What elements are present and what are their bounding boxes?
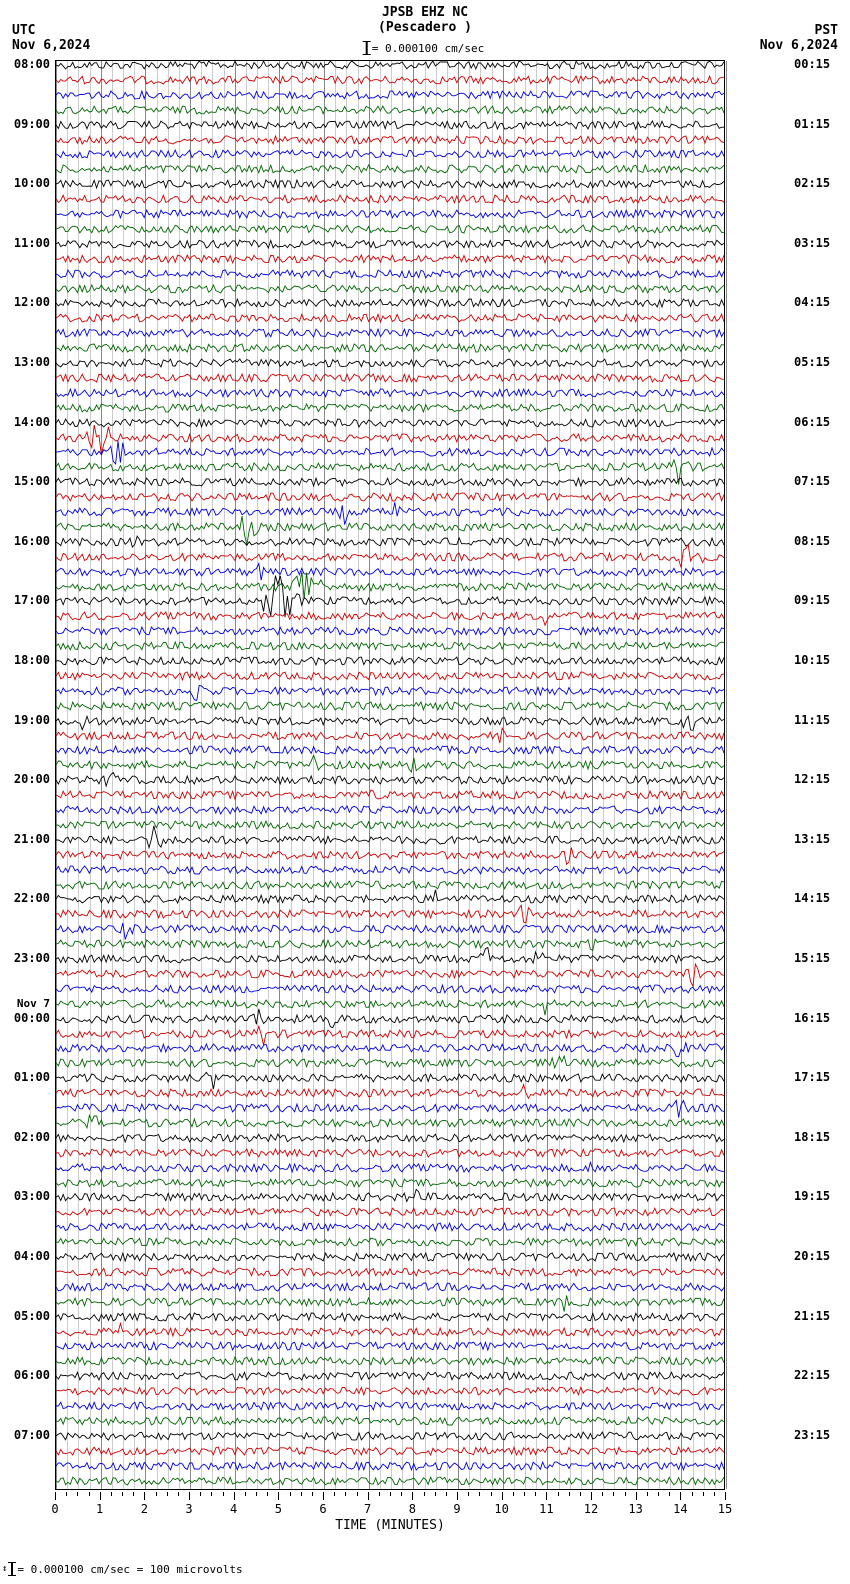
pst-hour-label: 12:15	[794, 772, 830, 786]
pst-hour-label: 14:15	[794, 891, 830, 905]
utc-hour-label: 01:00	[14, 1070, 50, 1084]
pst-hour-label: 23:15	[794, 1428, 830, 1442]
pst-hour-label: 09:15	[794, 593, 830, 607]
x-tick-label: 0	[51, 1502, 58, 1516]
utc-hour-label: 00:00	[14, 1011, 50, 1025]
pst-hour-label: 13:15	[794, 832, 830, 846]
pst-hour-label: 03:15	[794, 236, 830, 250]
footer-text: = 0.000100 cm/sec = 100 microvolts	[17, 1563, 242, 1576]
x-tick-label: 14	[673, 1502, 687, 1516]
utc-hour-label: 11:00	[14, 236, 50, 250]
x-tick-label: 6	[319, 1502, 326, 1516]
x-tick-label: 4	[230, 1502, 237, 1516]
footer-scale: ↕ = 0.000100 cm/sec = 100 microvolts	[2, 1562, 243, 1576]
pst-hour-label: 19:15	[794, 1189, 830, 1203]
utc-hour-label: 14:00	[14, 415, 50, 429]
helicorder-chart	[55, 60, 725, 1490]
utc-hour-label: 21:00	[14, 832, 50, 846]
pst-hour-label: 02:15	[794, 176, 830, 190]
utc-hour-label: 06:00	[14, 1368, 50, 1382]
utc-hour-label: 12:00	[14, 295, 50, 309]
pst-hour-labels: 00:15 01:15 02:15 03:15 04:15 05:15 06:15 07:15…	[792, 60, 850, 1490]
pst-hour-label: 05:15	[794, 355, 830, 369]
utc-hour-label: 02:00	[14, 1130, 50, 1144]
station-location: (Pescadero )	[378, 20, 472, 35]
utc-hour-label: 07:00	[14, 1428, 50, 1442]
timezone-left: UTC	[12, 23, 35, 38]
utc-hour-label: 19:00	[14, 713, 50, 727]
pst-hour-label: 22:15	[794, 1368, 830, 1382]
utc-hour-label: 08:00	[14, 57, 50, 71]
date-right: Nov 6,2024	[760, 38, 838, 53]
pst-hour-label: 01:15	[794, 117, 830, 131]
utc-hour-label: 17:00	[14, 593, 50, 607]
scale-bar-icon	[11, 1562, 13, 1576]
utc-hour-label: 03:00	[14, 1189, 50, 1203]
pst-hour-label: 00:15	[794, 57, 830, 71]
utc-hour-label: 09:00	[14, 117, 50, 131]
x-tick-label: 10	[494, 1502, 508, 1516]
station-code: JPSB EHZ NC	[382, 5, 468, 20]
utc-hour-label: 15:00	[14, 474, 50, 488]
utc-hour-label: 18:00	[14, 653, 50, 667]
timezone-right: PST	[815, 23, 838, 38]
x-tick-label: 3	[185, 1502, 192, 1516]
pst-hour-label: 04:15	[794, 295, 830, 309]
x-tick-label: 8	[409, 1502, 416, 1516]
x-tick-label: 11	[539, 1502, 553, 1516]
x-tick-label: 5	[275, 1502, 282, 1516]
pst-hour-label: 11:15	[794, 713, 830, 727]
x-axis: TIME (MINUTES) 0123456789101112131415	[55, 1492, 725, 1542]
utc-hour-label: 10:00	[14, 176, 50, 190]
x-tick-label: 13	[628, 1502, 642, 1516]
utc-hour-label: 22:00	[14, 891, 50, 905]
x-tick-label: 12	[584, 1502, 598, 1516]
x-tick-label: 2	[141, 1502, 148, 1516]
day-marker: Nov 7	[17, 997, 50, 1010]
utc-hour-label: 04:00	[14, 1249, 50, 1263]
x-tick-label: 15	[718, 1502, 732, 1516]
pst-hour-label: 07:15	[794, 474, 830, 488]
pst-hour-label: 10:15	[794, 653, 830, 667]
pst-hour-label: 08:15	[794, 534, 830, 548]
pst-hour-label: 16:15	[794, 1011, 830, 1025]
x-tick-label: 1	[96, 1502, 103, 1516]
pst-hour-label: 15:15	[794, 951, 830, 965]
pst-hour-label: 20:15	[794, 1249, 830, 1263]
utc-hour-label: 16:00	[14, 534, 50, 548]
utc-hour-label: 05:00	[14, 1309, 50, 1323]
utc-hour-labels: 08:00 09:00 10:00 11:00 12:00 13:00 14:00 15:00…	[0, 60, 52, 1490]
pst-hour-label: 17:15	[794, 1070, 830, 1084]
x-axis-title: TIME (MINUTES)	[335, 1518, 445, 1533]
utc-hour-label: 20:00	[14, 772, 50, 786]
utc-hour-label: 13:00	[14, 355, 50, 369]
utc-hour-label: 23:00	[14, 951, 50, 965]
pst-hour-label: 18:15	[794, 1130, 830, 1144]
x-tick-label: 9	[453, 1502, 460, 1516]
x-tick-label: 7	[364, 1502, 371, 1516]
pst-hour-label: 06:15	[794, 415, 830, 429]
pst-hour-label: 21:15	[794, 1309, 830, 1323]
